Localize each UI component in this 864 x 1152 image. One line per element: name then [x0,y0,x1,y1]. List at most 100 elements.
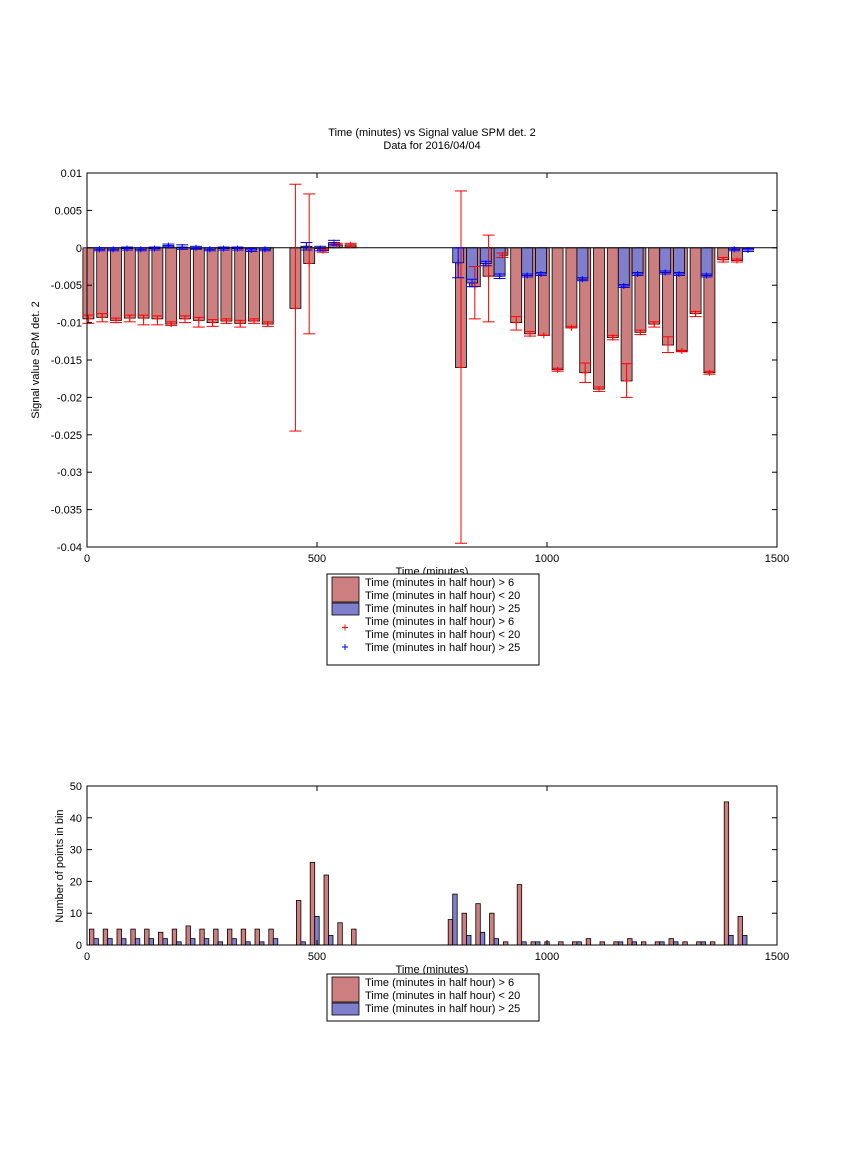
legend-label: Time (minutes in half hour) > 6 [365,616,514,628]
chart-2-bar [171,928,178,946]
chart-1-title: Time (minutes) vs Signal value SPM det. … [328,127,535,139]
chart-1-bar [606,247,619,338]
chart-1-bar [510,247,523,324]
chart-1-marker [248,247,255,254]
chart-2-bar [337,922,343,946]
chart-1-subtitle: Data for 2016/04/04 [383,140,480,152]
chart-2-bar [190,938,196,946]
chart-2-bar [452,893,458,946]
chart-2-ytick-label: 20 [70,876,82,888]
chart-2-xtick-label: 0 [84,951,90,963]
chart-1-ytick-label: -0.01 [57,318,82,330]
chart-2-xtick-label: 1000 [535,951,559,963]
legend-swatch [331,1002,360,1016]
chart-2-bar [107,938,113,946]
chart-2-bar [130,928,136,946]
chart-1-marker [496,273,503,280]
chart-2-bar [309,861,316,946]
legend-swatch [331,576,360,603]
chart-2-bar [742,935,748,946]
chart-2-bar [668,938,674,946]
chart-1-marker [623,377,630,384]
chart-1-bar [535,247,547,275]
chart-1-marker [692,310,699,317]
chart-1-ytick-label: 0.005 [54,205,82,217]
chart-2-plot-area [89,801,748,946]
chart-1-marker [538,270,544,277]
chart-1-marker [596,386,602,393]
chart-2-legend-box [326,973,540,1022]
legend-label: Time (minutes in half hour) > 25 [365,642,520,654]
chart-1-marker [85,315,92,322]
legend-label: Time (minutes in half hour) > 25 [365,603,520,615]
chart-1-bar [220,247,233,322]
legend-swatch [331,976,360,1003]
chart-2-bar [185,925,191,946]
legend-marker [342,644,348,650]
chart-1-bar [648,247,661,325]
chart-1-marker [485,273,492,280]
chart-1-marker [264,321,271,328]
chart-1-marker [237,320,244,327]
chart-2-xtick-label: 1500 [765,951,789,963]
chart-2-bar [728,935,734,946]
chart-1: Time (minutes) vs Signal value SPM det. … [30,127,789,666]
chart-2-ylabel: Number of points in bin [54,809,66,922]
chart-1-xtick-label: 0 [84,553,90,565]
chart-1-ytick-label: -0.025 [51,430,82,442]
chart-2: 0 500 1000 1500 50 40 30 20 10 0 Time (minutes) N… [54,781,789,1022]
chart-2-bar [254,928,260,946]
chart-1-bar [110,247,122,321]
chart-2-bar [516,884,523,946]
chart-1-marker [292,305,299,312]
chart-1-plot-area [82,183,777,544]
chart-1-marker [734,257,740,264]
chart-2-bar [226,928,233,946]
chart-2-bar [268,928,274,946]
chart-1-marker [306,260,313,267]
chart-1-marker [165,242,172,249]
chart-1-error-bar [468,266,481,320]
chart-1-bar [551,247,564,371]
chart-1-ytick-label: -0.015 [51,355,82,367]
chart-2-bar [328,935,334,946]
chart-2-axes-box [86,785,778,946]
chart-2-bar [585,938,592,946]
chart-1-marker [676,270,682,277]
chart-2-ytick-label: 0 [76,940,82,952]
chart-1-ytick-label: 0.01 [61,168,82,180]
chart-1-marker [634,270,641,277]
chart-2-bar [272,938,279,946]
chart-1-bar [192,247,205,321]
chart-1-marker [96,246,103,253]
chart-2-bar [737,915,743,946]
chart-1-ytick-label: 0 [76,243,82,255]
chart-1-marker [455,259,462,266]
chart-1-marker [513,319,520,326]
legend-label: Time (minutes in half hour) < 20 [365,590,520,602]
chart-1-xtick-label: 500 [308,553,326,565]
legend-label: Time (minutes in half hour) > 25 [365,1003,520,1015]
chart-2-bar [203,938,210,946]
chart-1-marker [568,324,575,331]
chart-2-bar [89,928,95,946]
legend-label: Time (minutes in half hour) > 6 [365,577,514,589]
chart-1-legend-item: Time (minutes in half hour) > 25 [342,642,520,654]
chart-2-bar [213,928,219,946]
chart-1-bar [631,247,644,275]
chart-1-bar [261,247,274,325]
chart-1-bar [521,247,534,276]
chart-1-marker [209,319,216,326]
chart-1-marker [499,252,506,259]
chart-1-marker [347,241,354,248]
chart-1-bar [206,247,219,324]
chart-1-marker [124,245,130,252]
legend-label: Time (minutes in half hour) < 20 [365,990,520,1002]
chart-1-bar [673,247,685,275]
chart-2-bar [116,928,122,946]
